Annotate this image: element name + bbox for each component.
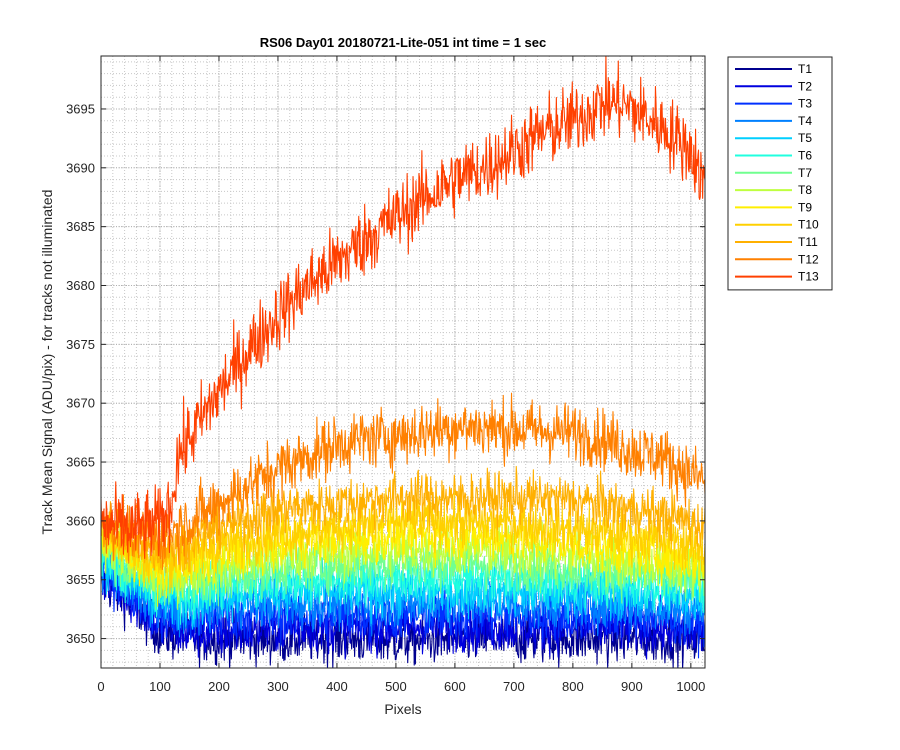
y-tick-label: 3695 (66, 101, 95, 116)
chart-title: RS06 Day01 20180721-Lite-051 int time = … (260, 35, 547, 50)
series-line-t5 (101, 542, 705, 631)
x-tick-label: 1000 (676, 679, 705, 694)
y-tick-label: 3680 (66, 278, 95, 293)
legend-label-t6: T6 (798, 149, 812, 163)
y-tick-label: 3650 (66, 631, 95, 646)
legend-label-t13: T13 (798, 270, 819, 284)
x-axis-label: Pixels (384, 701, 421, 717)
series-line-t12 (101, 392, 705, 571)
y-tick-label: 3660 (66, 513, 95, 528)
y-tick-label: 3675 (66, 337, 95, 352)
x-tick-label: 200 (208, 679, 230, 694)
series-line-t11 (101, 465, 705, 574)
y-axis-label: Track Mean Signal (ADU/pix) - for tracks… (39, 190, 55, 535)
y-tick-label: 3665 (66, 455, 95, 470)
legend-label-t10: T10 (798, 218, 819, 232)
x-tick-label: 400 (326, 679, 348, 694)
y-tick-label: 3655 (66, 572, 95, 587)
y-tick-label: 3690 (66, 160, 95, 175)
legend-label-t2: T2 (798, 79, 812, 93)
x-tick-label: 800 (562, 679, 584, 694)
x-tick-label: 600 (444, 679, 466, 694)
series-line-t13 (101, 56, 705, 560)
legend: T1 T2 T3 T4 T5 T6 T7 T8 T9 T10 T11 T12 T13 (727, 56, 833, 291)
legend-label-t5: T5 (798, 131, 812, 145)
x-axis-ticks: 0 100 200 300 400 500 600 700 800 900 1000 (97, 56, 705, 694)
legend-label-t11: T11 (798, 235, 818, 249)
series-layer (101, 56, 705, 668)
x-tick-label: 0 (97, 679, 104, 694)
y-axis-ticks: 3650 3655 3660 3665 3670 3675 3680 3685 3690 3695 (66, 101, 705, 646)
legend-label-t12: T12 (798, 252, 819, 266)
axes-box (100, 55, 706, 669)
x-tick-label: 900 (621, 679, 643, 694)
legend-label-t3: T3 (798, 97, 812, 111)
y-tick-label: 3670 (66, 396, 95, 411)
x-tick-label: 300 (267, 679, 289, 694)
x-tick-label: 100 (149, 679, 171, 694)
y-tick-label: 3685 (66, 219, 95, 234)
x-tick-label: 500 (385, 679, 407, 694)
legend-label-t8: T8 (798, 183, 812, 197)
x-tick-label: 700 (503, 679, 525, 694)
legend-label-t1: T1 (798, 62, 812, 76)
legend-label-t9: T9 (798, 200, 812, 214)
legend-label-t7: T7 (798, 166, 812, 180)
legend-label-t4: T4 (798, 114, 812, 128)
